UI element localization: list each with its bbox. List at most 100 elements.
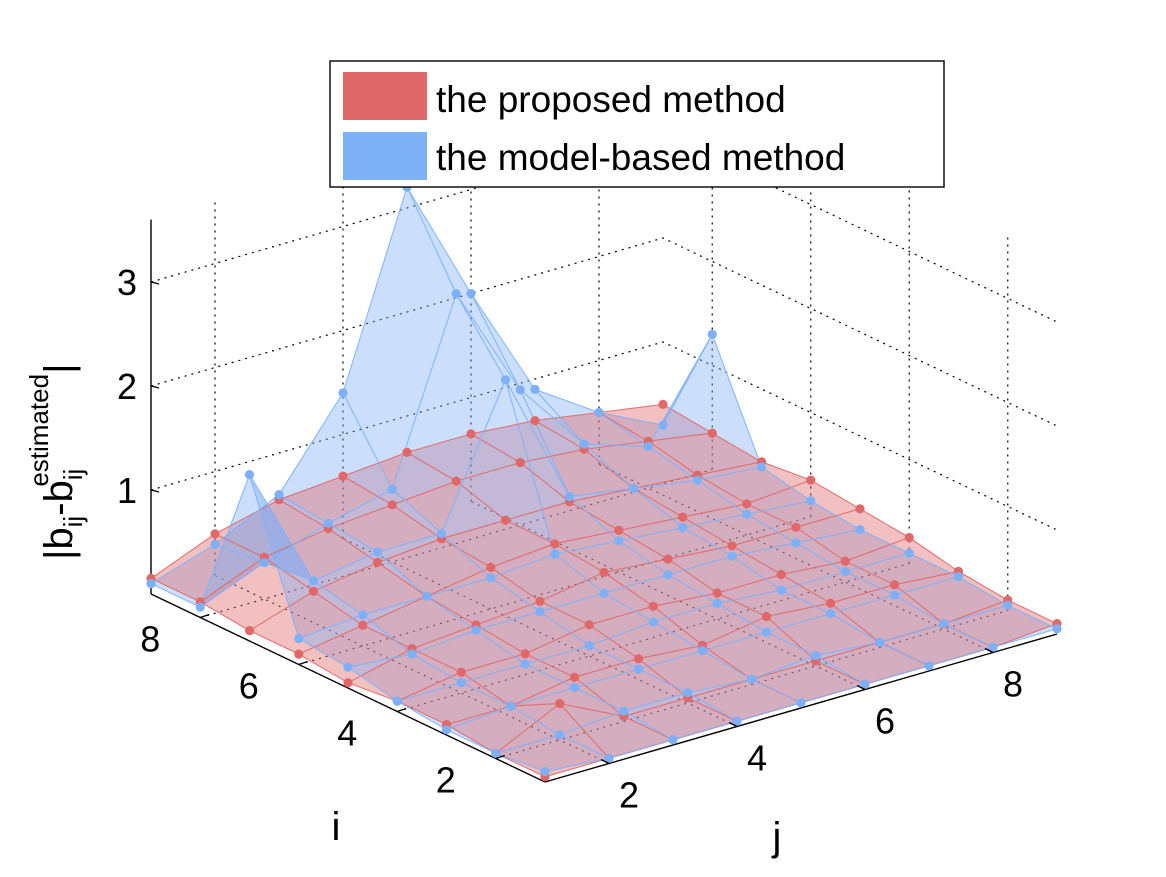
model-data-point: [939, 619, 949, 629]
model-data-point: [811, 651, 821, 661]
proposed-data-point: [555, 699, 565, 709]
proposed-surface-patch: [618, 517, 732, 560]
model-data-point: [604, 753, 614, 763]
model-data-point: [569, 683, 580, 693]
j-floor-grid-line: [470, 500, 866, 691]
model-surface-patch: [407, 187, 521, 390]
proposed-data-point: [599, 567, 609, 578]
z-label-sup: estimated: [24, 374, 54, 487]
model-surface-patch: [249, 474, 363, 639]
model-surface-patch: [751, 655, 865, 703]
j-floor-grid-line: [342, 537, 738, 728]
z-tick-mark: [150, 489, 160, 493]
model-surface-patch: [668, 556, 782, 604]
model-surface-patch: [412, 630, 526, 683]
model-data-point: [520, 659, 530, 669]
model-data-point: [953, 572, 964, 582]
model-surface-patch: [392, 293, 506, 534]
model-surface-patch: [633, 480, 747, 528]
legend-swatch-proposed: [343, 72, 427, 120]
proposed-data-point: [614, 525, 624, 536]
proposed-surface-patch: [574, 658, 688, 717]
z-label-sub1: ij: [58, 516, 88, 528]
proposed-data-point: [727, 541, 737, 551]
proposed-data-point: [343, 678, 353, 688]
legend-label-proposed: the proposed method: [436, 79, 786, 120]
model-data-point: [732, 716, 742, 726]
model-data-point: [358, 610, 368, 620]
proposed-data-point: [372, 557, 383, 568]
model-data-point: [505, 701, 516, 711]
proposed-data-point: [825, 598, 836, 608]
model-surface-patch: [279, 392, 393, 524]
proposed-surface-patch: [426, 567, 540, 625]
proposed-surface-patch: [461, 653, 575, 707]
j-axis-line: [544, 633, 1058, 783]
model-surface-patch: [313, 552, 427, 615]
model-data-point: [308, 576, 319, 586]
model-surface-patch: [554, 540, 668, 594]
proposed-surface-patch: [830, 584, 944, 643]
model-data-point: [392, 696, 402, 706]
proposed-surface-patch: [520, 449, 634, 502]
proposed-surface-patch: [702, 616, 816, 680]
model-surface-patch: [604, 574, 718, 622]
proposed-data-point: [806, 475, 816, 485]
proposed-data-point: [456, 667, 466, 677]
model-data-point: [668, 735, 678, 745]
z-label-open: |b: [37, 527, 81, 560]
model-surface-patch: [343, 187, 457, 490]
z-label-dash: -b: [37, 480, 81, 516]
proposed-data-point: [515, 458, 525, 468]
model-data-point: [614, 536, 624, 546]
proposed-surface-patch: [648, 433, 762, 476]
model-data-point: [372, 547, 383, 557]
tick-layer: 2 4 6 8 2 4 6 8 1 2 3: [117, 262, 1023, 816]
model-data-point: [727, 551, 737, 561]
proposed-surface-patch: [599, 404, 713, 442]
model-data-point: [628, 483, 639, 493]
model-surface-patch: [618, 527, 732, 575]
model-surface-patch: [328, 489, 442, 552]
model-surface-patch: [894, 576, 1008, 624]
model-data-point: [806, 496, 816, 506]
model-data-point: [988, 642, 998, 652]
j-floor-grid-line: [598, 463, 994, 654]
model-data-point: [756, 462, 767, 472]
j-tick-mark: [984, 647, 994, 654]
j-tick-mark: [856, 684, 866, 691]
proposed-surface-patch: [328, 504, 442, 563]
model-data-point: [663, 570, 673, 580]
legend-label-model-based: the model-based method: [436, 137, 845, 178]
proposed-data-point: [889, 580, 900, 590]
model-data-point: [530, 384, 540, 394]
model-data-point: [633, 664, 644, 674]
model-surface-patch: [441, 379, 555, 578]
proposed-data-point: [500, 515, 511, 525]
z-grid-line: [150, 237, 1058, 427]
model-surface-patch: [540, 593, 654, 646]
model-data-point: [648, 617, 658, 627]
model-data-point: [515, 385, 525, 395]
proposed-surface-patch: [633, 475, 747, 518]
model-data-point: [564, 491, 575, 502]
proposed-surface-patch: [490, 543, 604, 602]
model-data-point: [697, 646, 708, 656]
i-tick-label: 2: [436, 760, 456, 801]
proposed-data-point: [840, 556, 850, 566]
proposed-data-point: [294, 649, 304, 659]
model-surface-patch: [584, 444, 698, 489]
proposed-data-point: [742, 499, 752, 509]
model-surface-patch: [362, 596, 476, 654]
proposed-data-point: [535, 596, 545, 606]
model-data-point: [486, 573, 496, 583]
proposed-data-point: [855, 504, 865, 514]
model-data-point: [491, 748, 501, 758]
proposed-surface-patch: [298, 625, 412, 683]
model-data-point: [579, 439, 589, 449]
proposed-surface-patch: [343, 452, 457, 505]
model-surface-patch: [476, 611, 590, 665]
proposed-surface-patch: [249, 591, 363, 655]
proposed-data-point: [338, 471, 348, 481]
proposed-surface-patch: [377, 538, 491, 597]
